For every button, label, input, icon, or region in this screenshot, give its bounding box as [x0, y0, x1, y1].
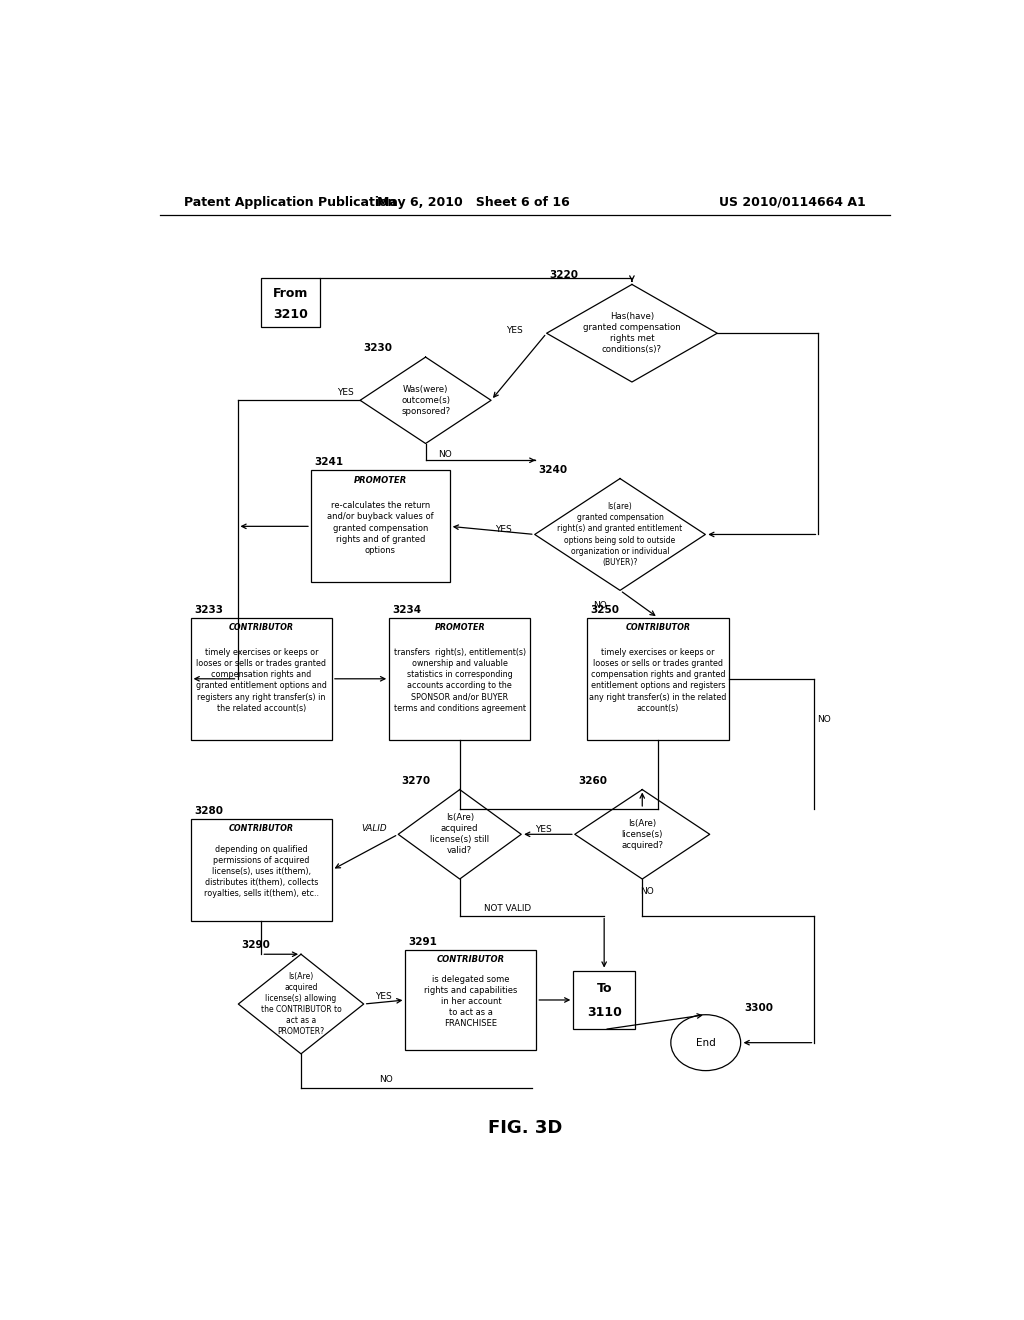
Text: timely exercises or keeps or
looses or sells or trades granted
compensation righ: timely exercises or keeps or looses or s…	[196, 648, 327, 713]
Text: re-calculates the return
and/or buyback values of
granted compensation
rights an: re-calculates the return and/or buyback …	[327, 502, 434, 554]
Text: is delegated some
rights and capabilities
in her account
to act as a
FRANCHISEE: is delegated some rights and capabilitie…	[424, 974, 517, 1028]
Text: NOT VALID: NOT VALID	[483, 904, 530, 913]
Bar	[389, 618, 530, 739]
Text: YES: YES	[495, 525, 511, 533]
Text: NO: NO	[593, 601, 607, 610]
Text: 3240: 3240	[538, 465, 567, 474]
Text: 3291: 3291	[409, 937, 437, 948]
Text: timely exercises or keeps or
looses or sells or trades granted
compensation righ: timely exercises or keeps or looses or s…	[590, 648, 727, 713]
Text: 3241: 3241	[314, 458, 343, 467]
Bar	[190, 618, 332, 739]
Text: CONTRIBUTOR: CONTRIBUTOR	[437, 954, 505, 964]
Text: Is(Are)
license(s)
acquired?: Is(Are) license(s) acquired?	[622, 818, 664, 850]
Text: May 6, 2010   Sheet 6 of 16: May 6, 2010 Sheet 6 of 16	[377, 195, 569, 209]
Text: 3234: 3234	[392, 605, 422, 615]
Text: To: To	[596, 982, 612, 995]
Text: 3233: 3233	[194, 605, 223, 615]
Text: PROMOTER: PROMOTER	[434, 623, 485, 632]
Text: 3300: 3300	[743, 1003, 773, 1012]
Text: depending on qualified
permissions of acquired
license(s), uses it(them),
distri: depending on qualified permissions of ac…	[204, 845, 318, 898]
Text: transfers  right(s), entitlement(s)
ownership and valuable
statistics in corresp: transfers right(s), entitlement(s) owner…	[393, 648, 525, 713]
Text: Is(Are)
acquired
license(s) still
valid?: Is(Are) acquired license(s) still valid?	[430, 813, 489, 855]
Text: 3210: 3210	[273, 309, 308, 322]
Text: 3280: 3280	[194, 807, 223, 816]
Bar	[190, 818, 332, 921]
Text: NO: NO	[438, 450, 453, 458]
Text: From: From	[273, 286, 308, 300]
Text: CONTRIBUTOR: CONTRIBUTOR	[228, 623, 294, 632]
Text: 3230: 3230	[364, 343, 392, 352]
Text: 3220: 3220	[550, 271, 579, 280]
Text: 3250: 3250	[591, 605, 620, 615]
Text: Is(Are)
acquired
license(s) allowing
the CONTRIBUTOR to
act as a
PROMOTER?: Is(Are) acquired license(s) allowing the…	[261, 972, 341, 1036]
Text: FIG. 3D: FIG. 3D	[487, 1119, 562, 1137]
Bar	[406, 950, 537, 1049]
Text: 3270: 3270	[401, 776, 430, 785]
Text: End: End	[696, 1038, 716, 1048]
Text: YES: YES	[338, 388, 354, 397]
Bar	[573, 970, 635, 1030]
Bar	[261, 279, 321, 327]
Text: CONTRIBUTOR: CONTRIBUTOR	[626, 623, 690, 632]
Text: US 2010/0114664 A1: US 2010/0114664 A1	[719, 195, 866, 209]
Text: 3110: 3110	[587, 1006, 622, 1019]
Text: NO: NO	[640, 887, 654, 896]
Text: NO: NO	[817, 715, 830, 723]
Text: Patent Application Publication: Patent Application Publication	[183, 195, 396, 209]
Text: YES: YES	[375, 993, 392, 1002]
Text: Is(are)
granted compensation
right(s) and granted entitlement
options being sold: Is(are) granted compensation right(s) an…	[557, 502, 683, 566]
Text: 3260: 3260	[578, 776, 607, 785]
Text: Was(were)
outcome(s)
sponsored?: Was(were) outcome(s) sponsored?	[401, 384, 451, 416]
Text: NO: NO	[379, 1074, 393, 1084]
Text: 3290: 3290	[242, 940, 270, 950]
Bar	[588, 618, 729, 739]
Text: Has(have)
granted compensation
rights met
conditions(s)?: Has(have) granted compensation rights me…	[583, 312, 681, 354]
Text: VALID: VALID	[361, 824, 387, 833]
Text: PROMOTER: PROMOTER	[353, 477, 407, 486]
Text: CONTRIBUTOR: CONTRIBUTOR	[228, 824, 294, 833]
Text: YES: YES	[535, 825, 552, 834]
Text: YES: YES	[507, 326, 523, 335]
Bar	[311, 470, 450, 582]
